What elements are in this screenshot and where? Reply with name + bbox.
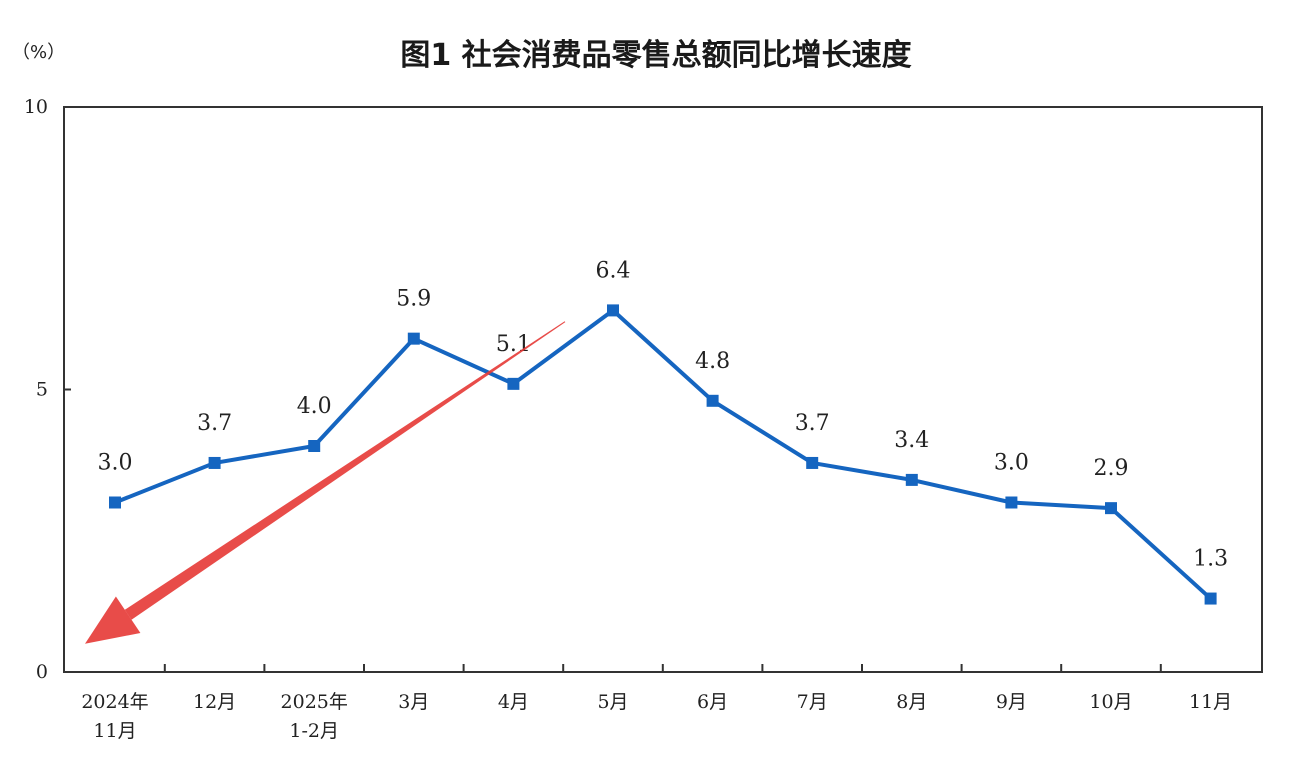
y-tick-label: 5: [36, 379, 48, 401]
data-label: 1.3: [1193, 547, 1228, 572]
plot-frame: [63, 106, 1263, 673]
chart-title: 图1 社会消费品零售总额同比增长速度: [400, 38, 912, 73]
data-point: [706, 394, 719, 407]
data-point: [308, 440, 321, 452]
data-label: 3.7: [197, 411, 232, 436]
data-label: 3.7: [795, 411, 830, 436]
x-tick-label: 4月: [498, 691, 529, 713]
x-tick-label: 11月: [1189, 691, 1232, 713]
x-tick-label: 3月: [398, 691, 429, 713]
data-point: [109, 496, 121, 509]
data-point: [507, 377, 520, 390]
y-tick-label: 0: [36, 661, 48, 683]
x-tick-label: 11月: [93, 720, 136, 742]
data-label: 4.0: [297, 394, 332, 419]
data-point: [407, 332, 420, 345]
data-label: 3.0: [994, 451, 1029, 476]
x-tick-label: 8月: [896, 691, 927, 713]
trend-arrow-shaft: [124, 321, 566, 620]
data-point: [1204, 592, 1217, 605]
data-point: [905, 473, 918, 486]
series-line: [114, 308, 1212, 601]
x-tick-label: 6月: [697, 691, 728, 713]
data-label: 3.0: [98, 451, 133, 476]
x-tick-label: 1-2月: [289, 720, 339, 742]
x-tick-label: 9月: [996, 691, 1027, 713]
x-tick-label: 2024年: [81, 691, 148, 713]
x-tick-label: 7月: [797, 691, 828, 713]
data-label: 5.1: [496, 332, 531, 357]
data-point: [1005, 496, 1018, 509]
data-label: 2.9: [1094, 456, 1129, 481]
data-label: 4.8: [695, 349, 730, 374]
data-point: [1105, 502, 1117, 515]
data-label: 5.9: [396, 287, 431, 312]
x-tick-label: 5月: [597, 691, 628, 713]
data-label: 6.4: [596, 258, 631, 283]
x-tick-label: 2025年: [281, 691, 348, 713]
data-point: [806, 456, 819, 469]
data-point: [607, 304, 619, 317]
y-axis-unit-label: （%）: [12, 42, 66, 63]
data-point: [208, 456, 221, 469]
x-tick-label: 12月: [193, 691, 236, 713]
trend-arrow-head: [85, 596, 141, 644]
data-label: 3.4: [894, 428, 929, 453]
y-tick-label: 10: [24, 96, 48, 118]
x-tick-label: 10月: [1089, 691, 1132, 713]
